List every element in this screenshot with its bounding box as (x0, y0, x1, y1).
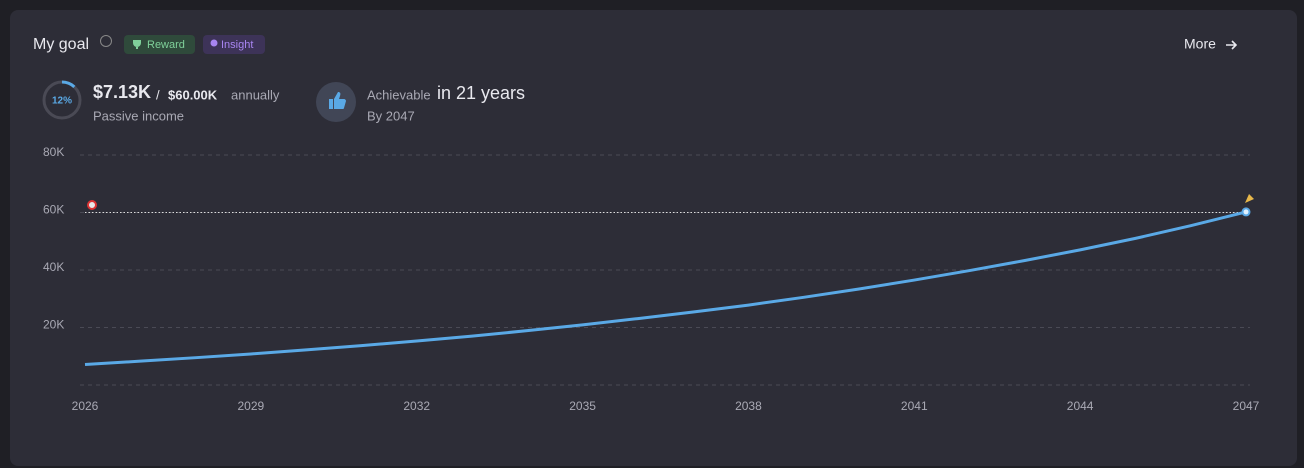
period: annually (231, 87, 280, 102)
x-tick-label: 2035 (569, 399, 596, 413)
y-tick-label: 60K (43, 203, 64, 217)
insight-badge[interactable] (203, 35, 265, 54)
insight-label: Insight (221, 39, 253, 51)
card (10, 10, 1297, 466)
x-tick-label: 2047 (1233, 399, 1260, 413)
progress-label: 12% (52, 96, 72, 107)
x-tick-label: 2038 (735, 399, 762, 413)
help-icon[interactable] (100, 35, 112, 47)
goal-title: My goal (33, 36, 89, 53)
separator: / (156, 87, 160, 102)
by-year: By 2047 (367, 108, 415, 123)
current-income: $7.13K (93, 82, 151, 102)
bulb-icon (210, 39, 218, 47)
party-icon (1245, 194, 1254, 203)
trophy-icon (133, 40, 141, 49)
target-income: $60.00K (168, 87, 218, 102)
more-arrow (1226, 40, 1238, 50)
y-tick-label: 20K (43, 318, 64, 332)
x-tick-label: 2041 (901, 399, 928, 413)
achievable: Achievable (367, 87, 431, 102)
reward-label: Reward (147, 39, 185, 51)
x-tick-label: 2026 (72, 399, 99, 413)
x-tick-label: 2044 (1067, 399, 1094, 413)
progress-arc (42, 80, 82, 120)
income-line (84, 210, 1247, 366)
target-icon (87, 200, 97, 210)
end-point (1241, 207, 1251, 217)
thumb-icon (329, 92, 346, 109)
more-link[interactable]: More (1184, 36, 1216, 52)
y-tick-label: 80K (43, 145, 64, 159)
x-tick-label: 2032 (403, 399, 430, 413)
caption: Passive income (93, 108, 184, 123)
x-tick-label: 2029 (238, 399, 265, 413)
duration: in 21 years (437, 83, 525, 103)
reward-badge[interactable] (124, 35, 195, 54)
y-tick-label: 40K (43, 260, 64, 274)
